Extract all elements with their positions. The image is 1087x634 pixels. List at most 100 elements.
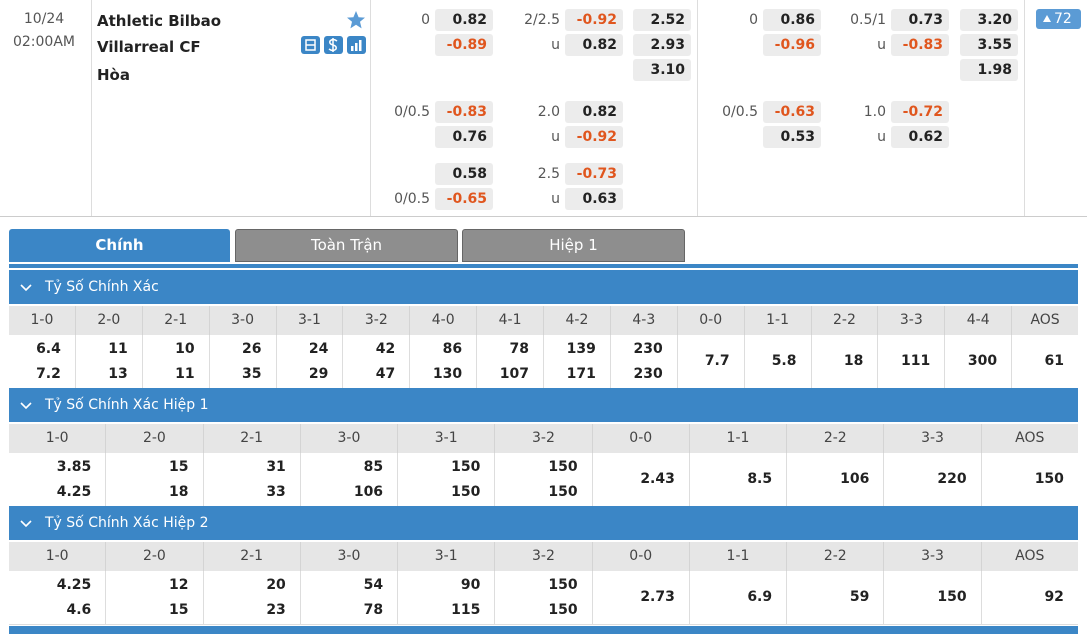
next-section-header	[9, 626, 1078, 634]
odds-cell[interactable]: 230 230	[609, 335, 677, 388]
odds-value: 4.6	[66, 601, 92, 618]
odds-value: 10	[175, 340, 195, 357]
odds-cell[interactable]: 3.85 4.25	[9, 453, 105, 506]
odds-cell[interactable]: 26 35	[208, 335, 276, 388]
odds-chip[interactable]: 0.53	[763, 126, 821, 148]
odds-chip[interactable]: 0.82	[565, 101, 623, 123]
favorite-star[interactable]	[346, 10, 366, 30]
odds-cell[interactable]: 18	[810, 335, 878, 388]
odds-cell[interactable]: 86 130	[409, 335, 476, 388]
odds-chip[interactable]: 3.55	[960, 34, 1018, 56]
odds-chip[interactable]: -0.96	[763, 34, 821, 56]
odds-value: 42	[375, 340, 396, 357]
tab[interactable]: Hiệp 1	[462, 229, 685, 262]
odds-cell[interactable]: 12 15	[105, 571, 202, 624]
odds-cell[interactable]: 7.7	[676, 335, 744, 388]
odds-chip[interactable]: 0.82	[565, 34, 623, 56]
odds-value: 3.85	[56, 458, 92, 475]
odds-cell[interactable]: 8.5	[688, 453, 786, 506]
odds-chip[interactable]: -0.89	[435, 34, 493, 56]
odds-cell[interactable]: 220	[883, 453, 980, 506]
odds-cell[interactable]: 42 47	[342, 335, 409, 388]
odds-chip[interactable]: -0.92	[565, 126, 623, 148]
match-time: 02:00AM	[12, 34, 75, 50]
separator	[370, 0, 371, 216]
score-label: 3-0	[299, 424, 397, 453]
odds-cell[interactable]: 61	[1011, 335, 1078, 388]
odds-cell[interactable]: 6.9	[688, 571, 786, 624]
odds-value: 6.4	[36, 340, 61, 357]
odds-chip[interactable]: 0.82	[435, 9, 493, 31]
line-label: u	[551, 37, 560, 53]
odds-cell[interactable]: 92	[980, 571, 1078, 624]
odds-chip[interactable]: -0.73	[565, 163, 623, 185]
collapse-icon[interactable]	[19, 401, 33, 411]
odds-chip[interactable]: 0.58	[435, 163, 493, 185]
odds-cell[interactable]: 31 33	[202, 453, 300, 506]
odds-cell[interactable]: 111	[877, 335, 944, 388]
odds-chip[interactable]: 0.73	[891, 9, 949, 31]
odds-cell[interactable]: 24 29	[275, 335, 343, 388]
odds-chip[interactable]: 0.62	[891, 126, 949, 148]
odds-chip[interactable]: 0.86	[763, 9, 821, 31]
collapse-icon[interactable]	[19, 519, 33, 529]
odds-cell[interactable]: 150 150	[494, 571, 591, 624]
odds-cell[interactable]: 150	[980, 453, 1078, 506]
odds-cell[interactable]: 90 115	[397, 571, 494, 624]
odds-cell[interactable]: 150 150	[494, 453, 591, 506]
home-team: Athletic Bilbao	[97, 12, 222, 30]
section-header[interactable]: Tỷ Số Chính Xác	[9, 270, 1078, 304]
odds-chip[interactable]: -0.83	[435, 101, 493, 123]
score-label: 3-0	[299, 542, 397, 571]
score-label: 2-0	[105, 542, 202, 571]
odds-value: 31	[266, 458, 286, 475]
odds-chip[interactable]: -0.65	[435, 188, 493, 210]
odds-cell[interactable]: 20 23	[202, 571, 300, 624]
odds-chip[interactable]: -0.63	[763, 101, 821, 123]
tab[interactable]: Chính	[9, 229, 230, 262]
odds-chip[interactable]: 0.76	[435, 126, 493, 148]
odds-chip[interactable]: -0.92	[565, 9, 623, 31]
odds-chip[interactable]: 3.10	[633, 59, 691, 81]
odds-cell[interactable]: 5.8	[743, 335, 811, 388]
match-icons[interactable]	[300, 35, 368, 55]
odds-chip[interactable]: 3.20	[960, 9, 1018, 31]
odds-value: 78	[363, 601, 384, 618]
odds-cell[interactable]: 2.43	[591, 453, 689, 506]
odds-value: 150	[548, 483, 578, 500]
section-header[interactable]: Tỷ Số Chính Xác Hiệp 2	[9, 506, 1078, 540]
score-label: 3-1	[275, 306, 343, 335]
column-headers: 1-0 2-0 2-1 3-0 3-1 3-2 0-0 1-1 2-2 3-3 AOS	[9, 424, 1078, 453]
more-bets-button[interactable]: 72	[1036, 9, 1081, 29]
odds-cell[interactable]: 106	[786, 453, 883, 506]
odds-cell[interactable]: 54 78	[299, 571, 397, 624]
odds-chip[interactable]: 1.98	[960, 59, 1018, 81]
odds-cell[interactable]: 300	[944, 335, 1011, 388]
score-label: 3-3	[877, 306, 944, 335]
odds-cell[interactable]: 6.4 7.2	[9, 335, 75, 388]
odds-cell[interactable]: 78 107	[476, 335, 543, 388]
tab[interactable]: Toàn Trận	[235, 229, 458, 262]
odds-cell[interactable]: 2.73	[591, 571, 689, 624]
section-header[interactable]: Tỷ Số Chính Xác Hiệp 1	[9, 388, 1078, 422]
odds-cell[interactable]: 59	[786, 571, 883, 624]
collapse-icon[interactable]	[19, 283, 33, 293]
odds-cell[interactable]: 150 150	[397, 453, 494, 506]
match-date: 10/24	[23, 11, 65, 27]
odds-cell[interactable]: 10 11	[141, 335, 209, 388]
odds-cell[interactable]: 150	[883, 571, 980, 624]
odds-cell[interactable]: 15 18	[105, 453, 202, 506]
odds-chip[interactable]: 2.93	[633, 34, 691, 56]
odds-chip[interactable]: -0.83	[891, 34, 949, 56]
score-label: 0-0	[676, 306, 744, 335]
odds-chip[interactable]: -0.72	[891, 101, 949, 123]
odds-chip[interactable]: 2.52	[633, 9, 691, 31]
score-label: 1-1	[688, 542, 786, 571]
odds-cell[interactable]: 139 171	[543, 335, 610, 388]
draw-label: Hòa	[97, 66, 130, 84]
odds-cell[interactable]: 85 106	[299, 453, 397, 506]
odds-cell[interactable]: 11 13	[74, 335, 142, 388]
odds-cell[interactable]: 4.25 4.6	[9, 571, 105, 624]
odds-value: 300	[967, 353, 998, 369]
odds-chip[interactable]: 0.63	[565, 188, 623, 210]
